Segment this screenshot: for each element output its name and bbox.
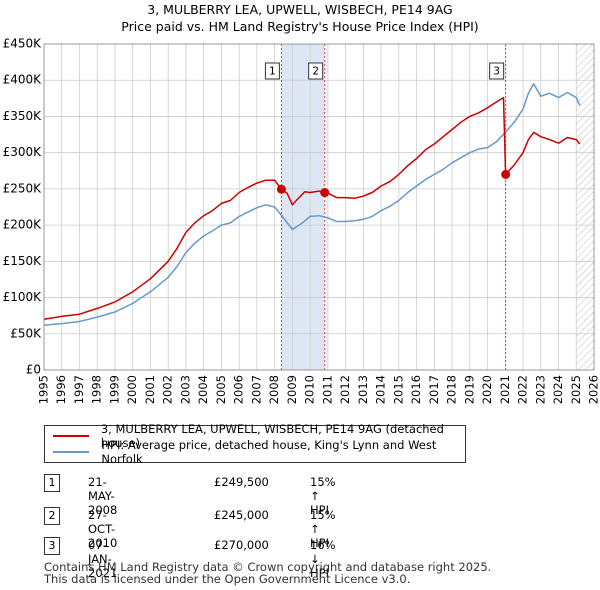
x-tick-label: 2012 bbox=[338, 375, 352, 404]
hpi-series-line bbox=[43, 83, 581, 326]
x-tick-label: 2016 bbox=[409, 375, 423, 404]
price-chart: 1995 1996 1997 1998 1999 2000 2001 2002 2003 2004… bbox=[3, 37, 600, 405]
marker-box bbox=[489, 62, 505, 80]
marker-label: 3 bbox=[493, 66, 500, 78]
x-tick-label: 1995 bbox=[37, 375, 51, 404]
x-tick-label: 2015 bbox=[391, 375, 405, 404]
marker-label: 2 bbox=[312, 66, 319, 78]
transaction-date: 07-JAN-2021 bbox=[88, 538, 118, 580]
x-tick-label: 2000 bbox=[125, 375, 139, 404]
footer: Contains HM Land Registry data © Crown c… bbox=[44, 561, 491, 585]
x-tick-label: 1996 bbox=[54, 375, 68, 404]
y-tick-label: £0 bbox=[26, 363, 41, 377]
transaction-hpi-diff: 16% ↓ HPI bbox=[310, 538, 336, 580]
x-tick-label: 2003 bbox=[178, 375, 192, 404]
x-tick-label: 2006 bbox=[232, 375, 246, 404]
y-tick-label: £300K bbox=[3, 145, 43, 159]
legend-swatch-hpi bbox=[53, 451, 90, 453]
x-tick-label: 2013 bbox=[356, 375, 370, 404]
transaction-number: 3 bbox=[44, 537, 60, 555]
y-tick-label: £400K bbox=[3, 73, 43, 87]
y-tick-label: £100K bbox=[3, 290, 43, 304]
y-tick-label: £150K bbox=[3, 254, 43, 268]
x-tick-label: 1999 bbox=[107, 375, 121, 404]
y-tick-label: £350K bbox=[3, 109, 43, 123]
x-tick-label: 2026 bbox=[587, 375, 600, 404]
x-tick-label: 2002 bbox=[161, 375, 175, 404]
legend-label-hpi: HPI: Average price, detached house, King… bbox=[101, 438, 437, 466]
transaction-hpi-diff: 15% ↑ HPI bbox=[310, 475, 336, 517]
sale-period-shade bbox=[281, 44, 325, 370]
x-tick-label: 2020 bbox=[480, 375, 494, 404]
y-tick-label: £250K bbox=[3, 181, 43, 195]
x-tick-label: 2004 bbox=[196, 375, 210, 404]
x-tick-label: 2018 bbox=[445, 375, 459, 404]
x-tick-label: 2011 bbox=[320, 375, 334, 404]
transaction-price: £270,000 bbox=[214, 538, 269, 552]
sale-point bbox=[320, 188, 330, 198]
x-tick-label: 2021 bbox=[498, 375, 512, 404]
transaction-price: £249,500 bbox=[214, 475, 269, 489]
legend-item-property: 3, MULBERRY LEA, UPWELL, WISBECH, PE14 9… bbox=[53, 422, 465, 450]
marker-box bbox=[264, 62, 280, 80]
transaction-hpi-diff: 15% ↑ HPI bbox=[310, 508, 336, 550]
y-tick-label: £200K bbox=[3, 218, 43, 232]
x-tick-label: 2001 bbox=[143, 375, 157, 404]
transaction-date: 21-MAY-2008 bbox=[88, 475, 118, 517]
footer-copyright: Contains HM Land Registry data © Crown c… bbox=[44, 560, 492, 574]
x-tick-label: 2025 bbox=[569, 375, 583, 404]
x-tick-label: 2022 bbox=[516, 375, 530, 404]
transaction-price: £245,000 bbox=[214, 508, 269, 522]
chart-subtitle: Price paid vs. HM Land Registry's House … bbox=[121, 19, 479, 34]
sale-point bbox=[276, 184, 286, 194]
x-tick-label: 1998 bbox=[90, 375, 104, 404]
x-tick-label: 2017 bbox=[427, 375, 441, 404]
plot-border bbox=[43, 43, 595, 371]
marker-box bbox=[308, 62, 324, 80]
future-hatch bbox=[576, 44, 594, 370]
legend: 3, MULBERRY LEA, UPWELL, WISBECH, PE14 9… bbox=[44, 422, 466, 466]
x-tick-label: 2009 bbox=[285, 375, 299, 404]
transaction-number: 2 bbox=[44, 507, 60, 525]
x-tick-label: 2014 bbox=[374, 375, 388, 404]
x-tick-label: 2007 bbox=[249, 375, 263, 404]
transaction-number: 1 bbox=[44, 474, 60, 492]
footer-license: This data is licensed under the Open Gov… bbox=[44, 572, 411, 586]
x-tick-label: 2024 bbox=[551, 375, 565, 404]
marker-label: 1 bbox=[269, 66, 276, 78]
y-tick-label: £450K bbox=[3, 37, 43, 51]
legend-swatch-property bbox=[53, 435, 89, 437]
chart-title: 3, MULBERRY LEA, UPWELL, WISBECH, PE14 9… bbox=[147, 2, 453, 17]
x-tick-label: 2019 bbox=[462, 375, 476, 404]
y-tick-label: £50K bbox=[10, 326, 42, 340]
x-tick-label: 2005 bbox=[214, 375, 228, 404]
legend-item-hpi: HPI: Average price, detached house, King… bbox=[53, 438, 465, 466]
x-tick-label: 1997 bbox=[72, 375, 86, 404]
x-tick-label: 2023 bbox=[533, 375, 547, 404]
transaction-date: 27-OCT-2010 bbox=[88, 508, 118, 550]
x-tick-label: 2010 bbox=[303, 375, 317, 404]
legend-label-property: 3, MULBERRY LEA, UPWELL, WISBECH, PE14 9… bbox=[100, 422, 444, 450]
x-tick-label: 2008 bbox=[267, 375, 281, 404]
sale-point bbox=[501, 169, 511, 179]
